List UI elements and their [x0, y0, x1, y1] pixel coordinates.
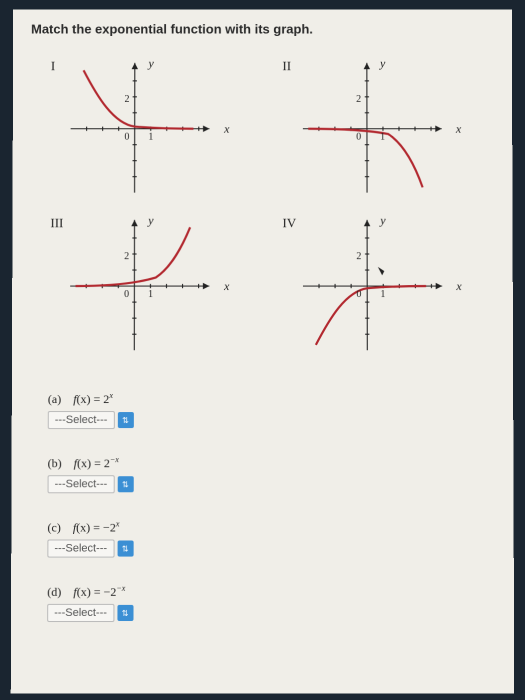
graph-2: II y x 2 0 [272, 54, 484, 203]
x-axis-label: x [224, 122, 229, 137]
dropdown-icon[interactable]: ⇅ [117, 540, 133, 556]
letter: (a) [48, 392, 61, 406]
roman-label: II [282, 58, 291, 74]
origin-label: 0 [356, 132, 361, 143]
x-axis-label: x [456, 122, 461, 137]
dropdown-icon[interactable]: ⇅ [117, 412, 133, 428]
graph-2-svg [272, 54, 482, 203]
select-text[interactable]: ---Select--- [47, 604, 114, 622]
origin-label: 0 [124, 289, 129, 300]
roman-label: I [51, 58, 55, 74]
questions-list: (a)f(x) = 2x ---Select--- ⇅ (b)f(x) = 2−… [47, 391, 496, 622]
select-a[interactable]: ---Select--- ⇅ [48, 411, 496, 429]
origin-label: 0 [124, 132, 129, 143]
letter: (d) [47, 585, 61, 599]
question-d: (d)f(x) = −2−x ---Select--- ⇅ [47, 584, 496, 622]
page-title: Match the exponential function with its … [31, 22, 494, 37]
graph-1: I y x 2 0 1 [40, 54, 252, 203]
select-text[interactable]: ---Select--- [48, 475, 115, 493]
letter: (b) [48, 456, 62, 470]
question-c-label: (c)f(x) = −2x [47, 519, 495, 535]
roman-label: III [50, 215, 63, 231]
dropdown-icon[interactable]: ⇅ [117, 476, 133, 492]
select-text[interactable]: ---Select--- [47, 539, 114, 557]
dropdown-icon[interactable]: ⇅ [117, 605, 133, 621]
roman-label: IV [282, 215, 296, 231]
origin-label: 0 [356, 289, 361, 300]
y-tick-2: 2 [124, 94, 129, 105]
graph-4-svg [272, 211, 482, 361]
y-axis-label: y [148, 213, 153, 228]
axes [302, 63, 441, 193]
graph-3-svg [40, 211, 250, 361]
question-b-label: (b)f(x) = 2−x [48, 455, 496, 471]
select-d[interactable]: ---Select--- ⇅ [47, 604, 496, 622]
y-axis-label: y [380, 213, 385, 228]
curve [315, 286, 425, 345]
cursor-arrow-icon [377, 267, 383, 276]
y-tick-2: 2 [124, 251, 129, 262]
graph-1-svg [40, 54, 250, 203]
curve [76, 227, 191, 286]
question-b: (b)f(x) = 2−x ---Select--- ⇅ [48, 455, 496, 493]
x-axis-label: x [456, 279, 461, 294]
question-a: (a)f(x) = 2x ---Select--- ⇅ [48, 391, 496, 429]
graph-3: III y x 2 0 [40, 211, 253, 361]
curve [308, 129, 422, 188]
question-c: (c)f(x) = −2x ---Select--- ⇅ [47, 519, 495, 557]
worksheet-page: Match the exponential function with its … [11, 10, 515, 694]
x-tick-1: 1 [380, 132, 385, 143]
graph-4: IV y x 2 [272, 211, 485, 361]
y-axis-label: y [380, 56, 385, 71]
letter: (c) [47, 520, 60, 534]
graphs-grid: I y x 2 0 1 [40, 54, 485, 361]
select-c[interactable]: ---Select--- ⇅ [47, 539, 495, 557]
question-d-label: (d)f(x) = −2−x [47, 584, 496, 600]
select-b[interactable]: ---Select--- ⇅ [48, 475, 496, 493]
curve [83, 70, 193, 128]
x-tick-1: 1 [148, 289, 153, 300]
question-a-label: (a)f(x) = 2x [48, 391, 495, 407]
x-tick-1: 1 [380, 289, 385, 300]
x-axis-label: x [224, 279, 229, 294]
select-text[interactable]: ---Select--- [48, 411, 115, 429]
y-axis-label: y [148, 56, 153, 71]
y-tick-2: 2 [356, 251, 361, 262]
y-tick-2: 2 [356, 94, 361, 105]
x-tick-1: 1 [148, 132, 153, 143]
